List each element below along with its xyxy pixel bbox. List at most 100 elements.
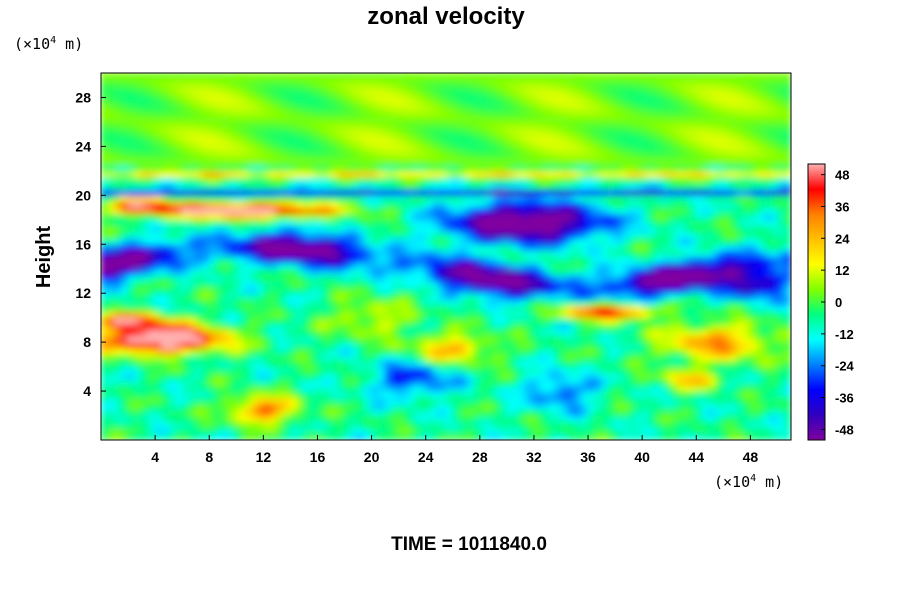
heatmap-cell	[486, 243, 494, 251]
heatmap-cell	[722, 219, 731, 227]
heatmap-cell	[689, 317, 697, 325]
heatmap-cell	[235, 164, 244, 172]
heatmap-cell	[127, 274, 136, 282]
heatmap-cell	[222, 378, 231, 386]
heatmap-cell	[513, 347, 521, 355]
heatmap-cell	[316, 298, 325, 306]
heatmap-cell	[208, 207, 217, 215]
heatmap-cell	[418, 372, 427, 380]
heatmap-cell	[174, 139, 183, 147]
heatmap-cell	[208, 213, 217, 221]
heatmap-cell	[472, 182, 481, 190]
heatmap-cell	[201, 182, 210, 190]
heatmap-cell	[283, 225, 291, 233]
heatmap-cell	[445, 219, 454, 227]
heatmap-cell	[276, 335, 285, 343]
heatmap-cell	[722, 145, 731, 154]
heatmap-cell	[249, 311, 258, 319]
heatmap-cell	[161, 415, 170, 423]
heatmap-cell	[465, 200, 474, 209]
heatmap-cell	[249, 200, 258, 209]
heatmap-cell	[384, 421, 393, 429]
heatmap-cell	[655, 176, 663, 184]
heatmap-cell	[736, 317, 745, 325]
heatmap-cell	[310, 237, 318, 245]
heatmap-cell	[303, 323, 312, 331]
heatmap-cell	[229, 188, 237, 196]
heatmap-cell	[587, 384, 596, 392]
heatmap-cell	[310, 194, 318, 202]
heatmap-cell	[486, 182, 494, 190]
heatmap-cell	[621, 311, 630, 319]
heatmap-cell	[546, 396, 555, 404]
heatmap-cell	[648, 194, 657, 202]
heatmap-cell	[533, 145, 542, 154]
heatmap-cell	[641, 390, 650, 398]
heatmap-cell	[594, 274, 603, 282]
heatmap-cell	[729, 396, 738, 404]
heatmap-cell	[722, 311, 731, 319]
heatmap-cell	[648, 268, 657, 276]
heatmap-cell	[181, 317, 190, 325]
heatmap-cell	[296, 256, 305, 264]
heatmap-cell	[783, 262, 791, 270]
heatmap-cell	[749, 158, 758, 166]
heatmap-cell	[438, 317, 447, 325]
heatmap-cell	[364, 243, 373, 251]
heatmap-cell	[404, 286, 413, 294]
heatmap-cell	[438, 145, 447, 154]
heatmap-cell	[668, 170, 677, 178]
heatmap-cell	[303, 347, 312, 355]
heatmap-cell	[682, 359, 691, 368]
heatmap-cell	[154, 402, 163, 410]
heatmap-cell	[425, 182, 433, 190]
heatmap-cell	[229, 164, 237, 172]
heatmap-cell	[438, 194, 447, 202]
heatmap-cell	[215, 256, 224, 264]
heatmap-cell	[242, 237, 251, 245]
heatmap-cell	[709, 170, 718, 178]
heatmap-cell	[310, 231, 318, 239]
heatmap-cell	[749, 304, 758, 313]
heatmap-cell	[310, 378, 318, 386]
heatmap-cell	[641, 274, 650, 282]
heatmap-cell	[763, 323, 772, 331]
heatmap-cell	[756, 219, 765, 227]
heatmap-cell	[181, 341, 190, 349]
heatmap-cell	[601, 329, 609, 337]
heatmap-cell	[499, 396, 508, 404]
heatmap-cell	[256, 427, 264, 435]
heatmap-cell	[101, 390, 109, 398]
heatmap-cell	[188, 164, 197, 172]
heatmap-cell	[743, 408, 751, 417]
heatmap-cell	[560, 274, 569, 282]
heatmap-cell	[445, 225, 454, 233]
heatmap-cell	[371, 262, 379, 270]
heatmap-cell	[249, 347, 258, 355]
heatmap-cell	[201, 402, 210, 410]
heatmap-cell	[134, 237, 143, 245]
heatmap-cell	[567, 188, 576, 196]
heatmap-cell	[722, 329, 731, 337]
heatmap-cell	[161, 341, 170, 349]
heatmap-cell	[357, 427, 366, 435]
heatmap-cell	[526, 304, 535, 313]
heatmap-cell	[492, 139, 501, 147]
heatmap-cell	[101, 427, 109, 435]
heatmap-cell	[682, 256, 691, 264]
heatmap-cell	[101, 268, 109, 276]
heatmap-cell	[452, 366, 461, 374]
heatmap-cell	[452, 341, 461, 349]
heatmap-cell	[235, 200, 244, 209]
heatmap-cell	[256, 378, 264, 386]
heatmap-cell	[546, 421, 555, 429]
heatmap-cell	[607, 311, 616, 319]
heatmap-cell	[486, 372, 494, 380]
heatmap-cell	[452, 427, 461, 435]
heatmap-cell	[269, 249, 278, 257]
heatmap-cell	[107, 427, 116, 435]
heatmap-cell	[377, 433, 386, 440]
heatmap-cell	[107, 298, 116, 306]
heatmap-cell	[783, 335, 791, 343]
heatmap-cell	[425, 207, 433, 215]
